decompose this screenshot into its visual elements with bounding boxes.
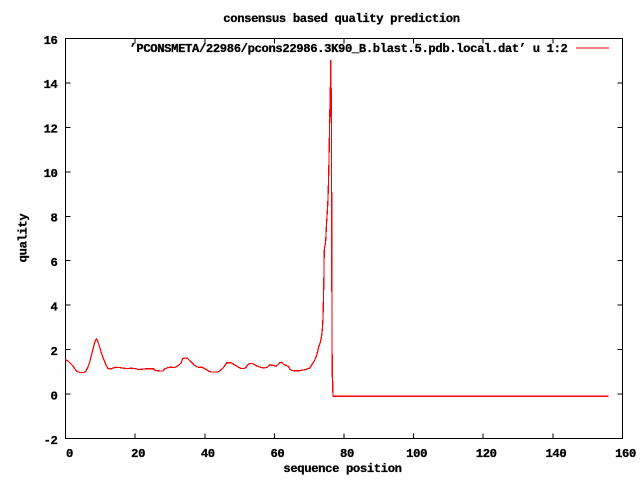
svg-text:quality: quality bbox=[17, 213, 31, 263]
svg-text:0: 0 bbox=[66, 447, 73, 461]
svg-text:’PCONSMETA/22986/pcons22986.3K: ’PCONSMETA/22986/pcons22986.3K90_B.blast… bbox=[129, 42, 567, 56]
svg-text:6: 6 bbox=[51, 256, 58, 270]
svg-text:100: 100 bbox=[406, 447, 427, 461]
svg-text:2: 2 bbox=[51, 345, 58, 359]
svg-text:consensus based quality predic: consensus based quality prediction bbox=[223, 12, 459, 26]
svg-text:10: 10 bbox=[44, 167, 58, 181]
svg-text:16: 16 bbox=[44, 34, 58, 48]
svg-text:12: 12 bbox=[44, 123, 58, 137]
svg-text:14: 14 bbox=[44, 78, 58, 92]
svg-text:0: 0 bbox=[51, 389, 58, 403]
svg-text:160: 160 bbox=[615, 447, 636, 461]
svg-text:-2: -2 bbox=[44, 434, 58, 448]
svg-text:140: 140 bbox=[545, 447, 566, 461]
svg-text:60: 60 bbox=[270, 447, 284, 461]
svg-text:4: 4 bbox=[51, 301, 58, 315]
svg-text:8: 8 bbox=[51, 212, 58, 226]
svg-text:120: 120 bbox=[476, 447, 497, 461]
svg-text:80: 80 bbox=[340, 447, 354, 461]
svg-text:40: 40 bbox=[201, 447, 215, 461]
svg-text:20: 20 bbox=[131, 447, 145, 461]
svg-text:sequence position: sequence position bbox=[283, 462, 401, 476]
